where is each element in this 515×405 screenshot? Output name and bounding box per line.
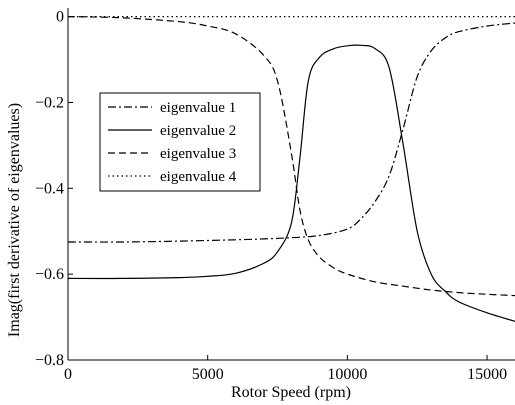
legend-label-2: eigenvalue 2 [160, 123, 236, 139]
series-line-1 [67, 22, 515, 243]
y-tick-label: −0.6 [35, 266, 64, 283]
tick-labels: 0 5000 10000 15000 0 −0.2 −0.4 −0.6 −0.8 [35, 9, 507, 383]
x-tick-label: 5000 [192, 366, 224, 383]
x-tick-label: 15000 [467, 366, 507, 383]
legend-label-1: eigenvalue 1 [160, 100, 236, 116]
plot-axes [67, 8, 515, 361]
series-layer [67, 16, 515, 322]
x-tick-label: 0 [64, 366, 72, 383]
y-axis-label: Imag(first derivative of eigenvalues) [6, 103, 23, 337]
x-axis-label: Rotor Speed (rpm) [231, 384, 351, 401]
legend-label-3: eigenvalue 3 [160, 146, 236, 162]
legend-box [99, 92, 261, 192]
y-tick-label: −0.2 [35, 94, 64, 111]
x-tick-label: 10000 [327, 366, 367, 383]
legend: eigenvalue 1 eigenvalue 2 eigenvalue 3 eige… [99, 92, 261, 192]
y-tick-label: −0.4 [35, 180, 64, 197]
y-tick-label: 0 [56, 9, 64, 26]
series-line-2 [67, 44, 515, 322]
series-line-3 [67, 16, 515, 297]
legend-label-4: eigenvalue 4 [160, 169, 237, 185]
y-tick-label: −0.8 [35, 352, 64, 369]
